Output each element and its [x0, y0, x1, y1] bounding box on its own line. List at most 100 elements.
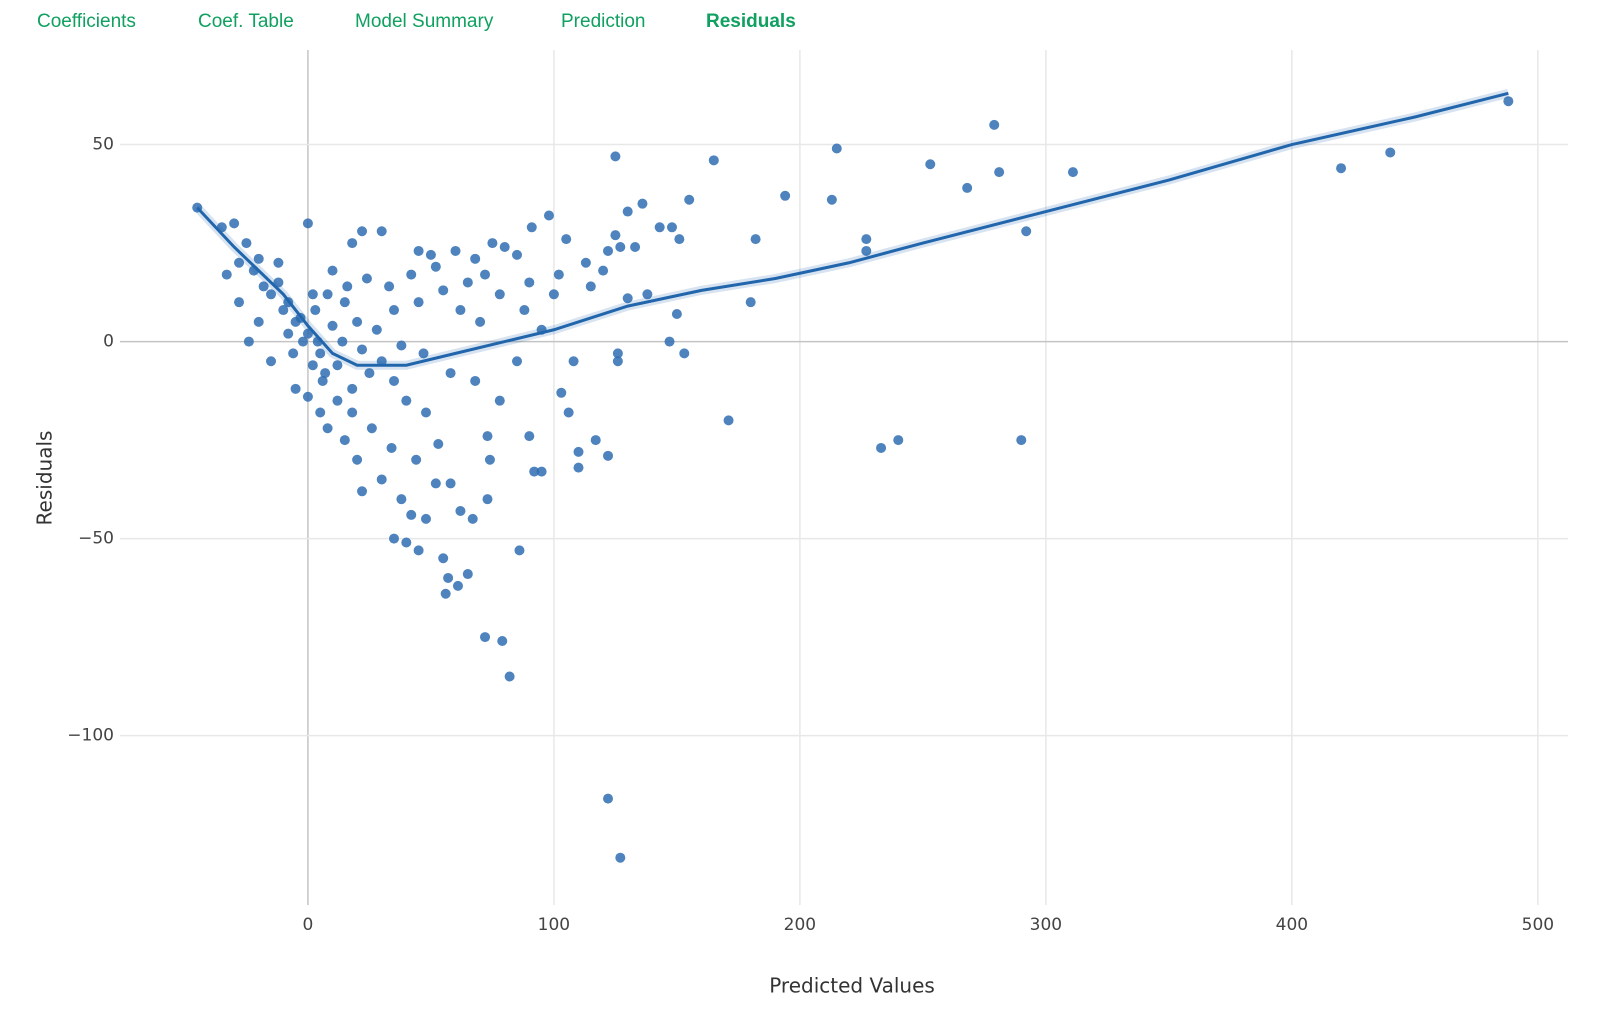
point	[450, 245, 461, 256]
x-axis-title: Predicted Values	[769, 974, 935, 998]
x-tick-label: 200	[784, 915, 816, 935]
point	[563, 407, 574, 418]
tab[interactable]: Prediction	[561, 11, 646, 32]
point	[401, 395, 412, 406]
point	[243, 336, 254, 347]
point	[494, 395, 505, 406]
point	[536, 466, 547, 477]
point	[396, 340, 407, 351]
point	[723, 415, 734, 426]
point	[590, 435, 601, 446]
point	[342, 281, 353, 292]
y-tick-label: −100	[67, 726, 114, 746]
point	[708, 155, 719, 166]
point	[401, 537, 412, 548]
point	[561, 234, 572, 245]
point	[315, 407, 326, 418]
point	[352, 454, 363, 465]
point	[504, 671, 515, 682]
point	[622, 293, 633, 304]
y-axis-title: Residuals	[33, 431, 57, 526]
point	[603, 245, 614, 256]
point	[553, 269, 564, 280]
point	[962, 182, 973, 193]
tab[interactable]: Coefficients	[37, 11, 136, 32]
point	[573, 462, 584, 473]
point	[347, 383, 358, 394]
point	[327, 265, 338, 276]
point	[826, 194, 837, 205]
point	[750, 234, 761, 245]
point	[612, 356, 623, 367]
point	[475, 316, 486, 327]
point	[615, 852, 626, 863]
point	[438, 553, 449, 564]
point	[831, 143, 842, 154]
point	[221, 269, 232, 280]
point	[637, 198, 648, 209]
point	[642, 289, 653, 300]
point	[462, 569, 473, 580]
point	[440, 588, 451, 599]
tab[interactable]: Residuals	[706, 11, 796, 32]
point	[612, 348, 623, 359]
point	[519, 305, 530, 316]
point	[467, 513, 478, 524]
y-tick-label: 50	[92, 135, 114, 155]
point	[384, 281, 395, 292]
point	[455, 305, 466, 316]
point	[327, 320, 338, 331]
point	[615, 242, 626, 253]
point	[989, 119, 1000, 130]
point	[322, 423, 333, 434]
point	[684, 194, 695, 205]
x-tick-label: 0	[303, 915, 314, 935]
point	[332, 395, 343, 406]
point	[352, 316, 363, 327]
point	[389, 305, 400, 316]
point	[347, 238, 358, 249]
point	[484, 454, 495, 465]
point	[497, 636, 508, 647]
point	[258, 281, 269, 292]
point	[430, 478, 441, 489]
point	[361, 273, 372, 284]
point	[1385, 147, 1396, 158]
point	[406, 509, 417, 520]
point	[438, 285, 449, 296]
point	[480, 269, 491, 280]
point	[347, 407, 358, 418]
point	[470, 253, 481, 264]
point	[543, 210, 554, 221]
point	[317, 375, 328, 386]
point	[526, 222, 537, 233]
point	[376, 474, 387, 485]
point	[320, 368, 331, 379]
point	[671, 308, 682, 319]
point	[389, 375, 400, 386]
point	[266, 289, 277, 300]
point	[357, 344, 368, 355]
point	[556, 387, 567, 398]
tab[interactable]: Model Summary	[355, 11, 494, 32]
point	[420, 513, 431, 524]
point	[445, 478, 456, 489]
point	[273, 277, 284, 288]
point	[332, 360, 343, 371]
point	[315, 348, 326, 359]
x-tick-label: 100	[538, 915, 570, 935]
point	[482, 494, 493, 505]
point	[339, 297, 350, 308]
point	[229, 218, 240, 229]
point	[266, 356, 277, 367]
point	[322, 289, 333, 300]
point	[371, 324, 382, 335]
point	[512, 249, 523, 260]
x-tick-label: 300	[1030, 915, 1062, 935]
tab[interactable]: Coef. Table	[198, 11, 294, 32]
point	[1067, 167, 1078, 178]
point	[339, 435, 350, 446]
point	[273, 257, 284, 268]
